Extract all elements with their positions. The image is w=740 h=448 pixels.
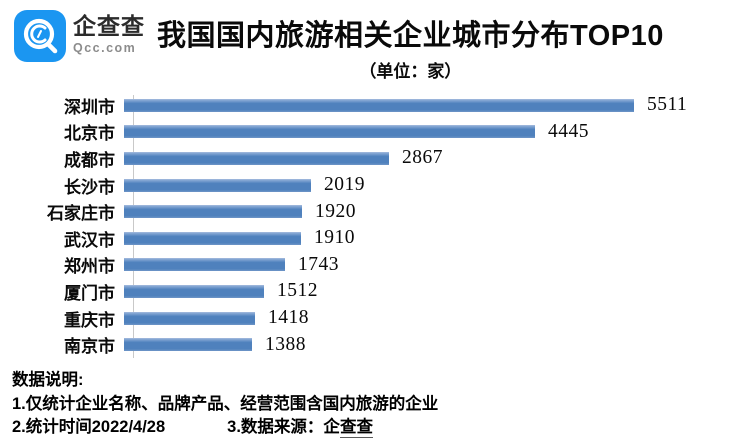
source-name-underlined: 查查 [339,418,373,438]
note-line-1: 1.仅统计企业名称、品牌产品、经营范围含国内旅游的企业 [12,394,439,413]
note-line-2: 2.统计时间2022/4/28 3.数据来源：企查查 [12,416,438,440]
bar [124,178,311,192]
bar-value-label: 1388 [265,333,306,355]
brand-text: 企查查 Qcc.com [73,10,145,55]
bar-value-label: 1743 [298,253,339,275]
y-axis-line [133,95,134,358]
bar-value-label: 2019 [324,174,365,196]
chart-row: 重庆市 1418 [12,305,734,332]
bar-chart: 深圳市 5511 北京市 4445 成都市 2867 长沙市 2019 石家庄市 1920 武汉市 1… [12,92,734,360]
chart-row: 北京市 4445 [12,119,734,146]
bar [124,125,535,139]
category-label: 武汉市 [64,230,115,250]
chart-row: 深圳市 5511 [12,92,734,119]
bar [124,284,264,298]
bar-track: 1388 [124,331,734,358]
bar [124,311,255,325]
bar-value-label: 1512 [277,280,318,302]
bar [124,258,285,272]
data-notes: 数据说明: 1.仅统计企业名称、品牌产品、经营范围含国内旅游的企业 2.统计时间… [12,369,438,440]
chart-row: 郑州市 1743 [12,252,734,279]
bar-value-label: 1910 [314,227,355,249]
bar-track: 4445 [124,119,734,146]
chart-row: 厦门市 1512 [12,278,734,305]
bar-track: 2867 [124,145,734,172]
chart-row: 石家庄市 1920 [12,198,734,225]
chart-rows: 深圳市 5511 北京市 4445 成都市 2867 长沙市 2019 石家庄市 1920 武汉市 1… [12,92,734,358]
bar [124,98,634,112]
notes-title: 数据说明: [12,371,84,389]
note-data-source: 3.数据来源：企查查 [227,418,373,438]
bar-track: 5511 [124,92,734,119]
category-label: 长沙市 [64,177,115,197]
page-title: 我国国内旅游相关企业城市分布TOP10 [157,20,664,52]
chart-unit-label: （单位：家） [359,62,462,81]
category-label: 成都市 [64,150,115,170]
category-label: 北京市 [64,124,115,144]
brand-domain: Qcc.com [73,41,137,56]
bar [124,231,301,245]
bar-value-label: 4445 [548,120,589,142]
bar [124,205,302,219]
header: 企查查 Qcc.com 我国国内旅游相关企业城市分布TOP10 （单位：家） [14,10,664,82]
chart-row: 武汉市 1910 [12,225,734,252]
bar [124,338,252,352]
qcc-logo-icon [14,10,66,62]
bar-track: 1910 [124,225,734,252]
bar-track: 1512 [124,278,734,305]
chart-row: 成都市 2867 [12,145,734,172]
bar-track: 2019 [124,172,734,199]
category-label: 郑州市 [64,257,115,277]
chart-row: 长沙市 2019 [12,172,734,199]
bar [124,151,389,165]
note-stat-time: 2.统计时间2022/4/28 [12,418,166,436]
chart-row: 南京市 1388 [12,331,734,358]
bar-value-label: 1418 [268,307,309,329]
category-label: 南京市 [64,337,115,357]
bar-track: 1920 [124,198,734,225]
bar-value-label: 1920 [315,200,356,222]
category-label: 重庆市 [64,310,115,330]
bar-value-label: 5511 [647,94,688,116]
category-label: 厦门市 [64,283,115,303]
bar-track: 1743 [124,252,734,279]
category-label: 深圳市 [64,97,115,117]
brand-name: 企查查 [73,13,145,39]
category-label: 石家庄市 [47,204,115,224]
title-block: 我国国内旅游相关企业城市分布TOP10 （单位：家） [157,10,664,82]
bar-value-label: 2867 [402,147,443,169]
bar-track: 1418 [124,305,734,332]
